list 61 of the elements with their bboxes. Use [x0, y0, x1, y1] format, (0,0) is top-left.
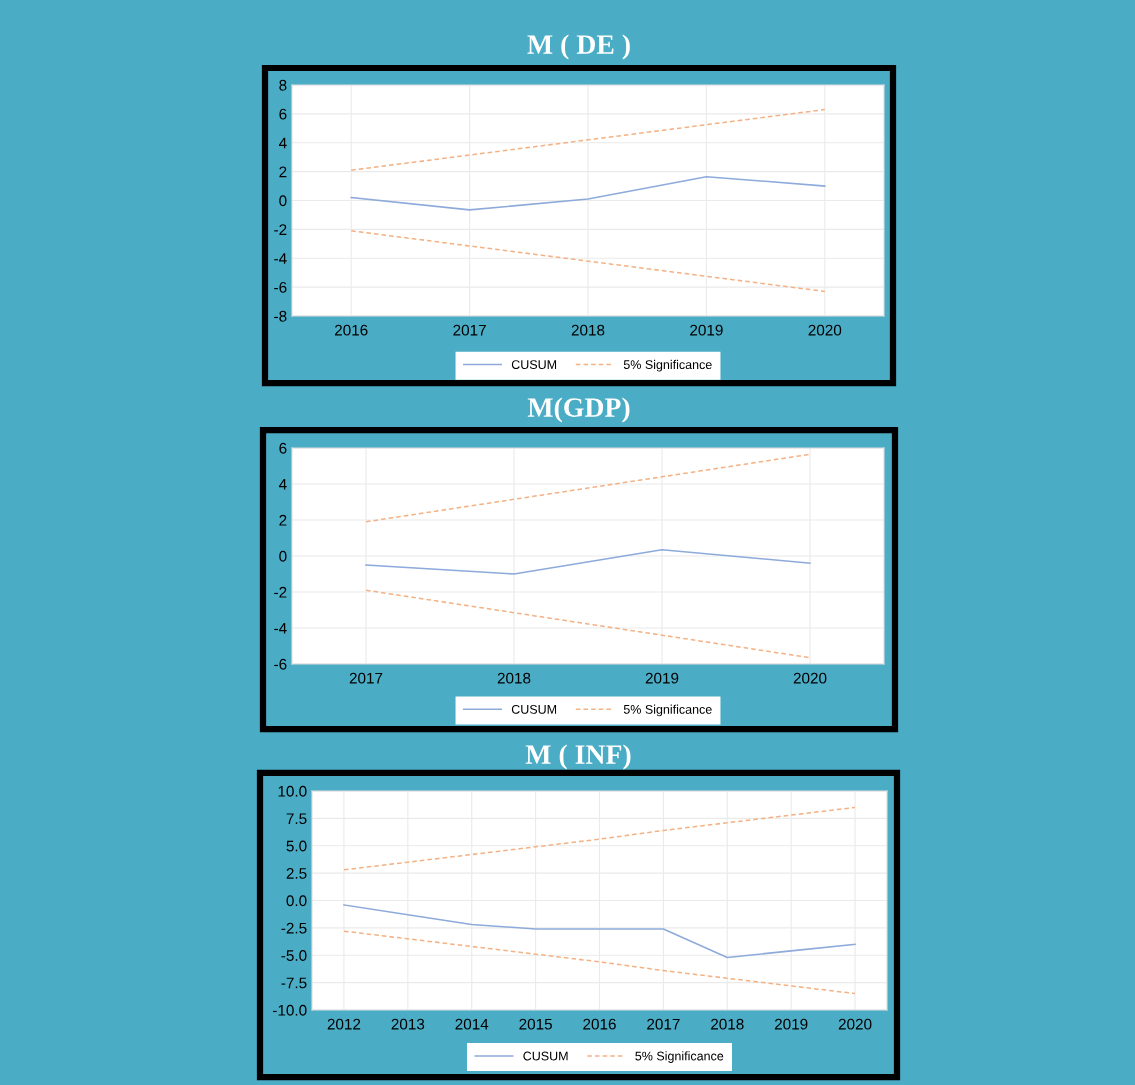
legend-label: 5% Significance [635, 1051, 724, 1063]
y-tick-label: -6 [274, 658, 287, 670]
y-tick-label: -5.0 [281, 950, 307, 961]
y-tick-label: 2.5 [286, 867, 307, 879]
x-tick-label: 2019 [774, 1018, 808, 1030]
x-tick-label: 2020 [793, 672, 827, 684]
y-tick-label: 8 [279, 79, 287, 91]
y-tick-label: -7.5 [281, 977, 307, 989]
y-tick-label: -4 [274, 623, 287, 634]
y-tick-label: -2 [274, 586, 287, 598]
y-tick-label: 4 [278, 479, 287, 490]
line-series [365, 453, 811, 523]
line-series [350, 175, 826, 211]
legend-label: 5% Significance [623, 704, 712, 717]
y-tick-label: 0 [279, 550, 287, 562]
x-tick-label: 2019 [690, 324, 723, 336]
legend-label: 5% Significance [623, 359, 712, 372]
x-tick-label: 2016 [334, 324, 368, 336]
x-tick-label: 2017 [453, 324, 486, 336]
y-tick-label: -2.5 [281, 922, 307, 934]
y-tick-label: 2 [279, 514, 287, 526]
y-tick-label: 6 [279, 108, 287, 120]
y-tick-label: 0.0 [286, 895, 307, 907]
y-tick-label: -6 [274, 281, 287, 293]
y-tick-label: 5.0 [286, 840, 307, 852]
legend-label: CUSUM [511, 360, 557, 370]
x-tick-label: 2018 [711, 1018, 744, 1030]
line-series [343, 904, 856, 959]
line-series [350, 230, 826, 293]
x-tick-label: 2016 [583, 1018, 616, 1030]
y-tick-label: -4 [274, 253, 287, 264]
y-tick-label: -2 [274, 224, 287, 235]
x-tick-label: 2020 [838, 1018, 872, 1030]
x-tick-label: 2012 [327, 1018, 361, 1030]
x-tick-label: 2018 [571, 324, 605, 336]
x-tick-label: 2020 [808, 324, 842, 336]
legend-label: CUSUM [523, 1051, 568, 1061]
line-series [365, 548, 811, 575]
x-tick-label: 2015 [519, 1018, 552, 1030]
x-tick-label: 2017 [647, 1018, 680, 1030]
y-tick-label: 4 [278, 137, 287, 149]
chart-title: M ( DE ) [527, 34, 630, 60]
line-series [343, 930, 856, 995]
chart-title: M(GDP) [527, 397, 630, 423]
x-tick-label: 2013 [391, 1018, 425, 1030]
x-tick-label: 2017 [349, 672, 383, 684]
line-series [350, 108, 826, 171]
y-tick-label: 2 [279, 166, 287, 178]
y-tick-label: 10.0 [278, 785, 307, 797]
y-tick-label: -8 [274, 310, 287, 322]
chart-title: M ( INF) [525, 744, 631, 770]
x-tick-label: 2014 [455, 1018, 489, 1030]
y-tick-label: 7.5 [286, 813, 307, 825]
x-tick-label: 2018 [497, 672, 531, 684]
y-tick-label: -10.0 [273, 1004, 307, 1016]
y-tick-label: 0 [279, 195, 287, 207]
x-tick-label: 2019 [645, 672, 679, 684]
y-tick-label: 6 [279, 442, 287, 454]
legend-label: CUSUM [511, 704, 557, 714]
line-series [365, 589, 811, 659]
line-series [343, 806, 856, 871]
